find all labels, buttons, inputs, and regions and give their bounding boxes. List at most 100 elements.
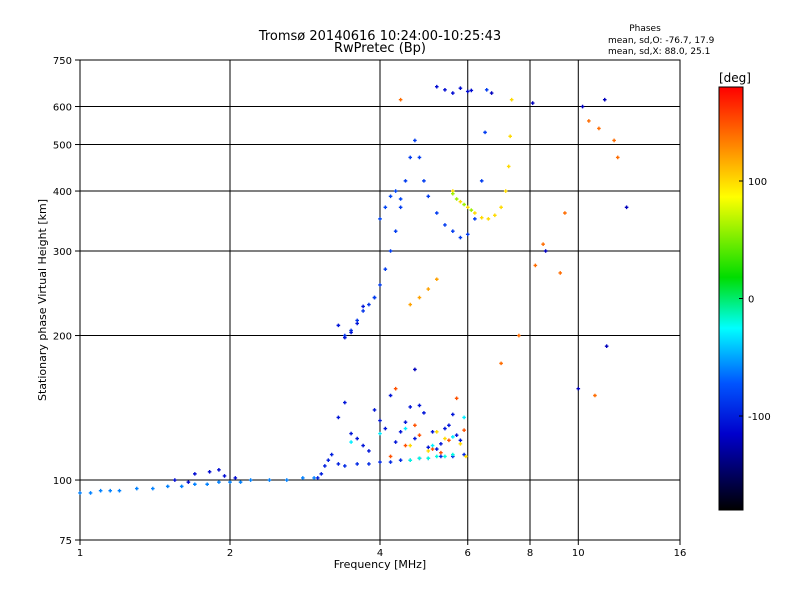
- data-point: [443, 223, 447, 227]
- data-point: [393, 229, 398, 233]
- data-point: [323, 464, 327, 468]
- data-point: [186, 480, 191, 484]
- y-tick-label: 100: [53, 476, 72, 487]
- x-tick-label: 16: [674, 548, 687, 559]
- data-point: [451, 452, 455, 457]
- data-point: [398, 205, 403, 210]
- data-point: [408, 302, 413, 307]
- data-point: [447, 423, 451, 428]
- x-tick-label: 8: [527, 548, 533, 559]
- data-point: [403, 426, 408, 431]
- data-point: [439, 450, 443, 455]
- data-point: [558, 271, 563, 275]
- data-point: [454, 197, 459, 201]
- colorbar-ticks: 100 0 -100: [739, 177, 771, 423]
- data-point: [361, 443, 365, 448]
- data-point: [398, 430, 403, 434]
- data-point: [165, 484, 170, 489]
- data-point: [451, 229, 455, 233]
- data-point: [388, 249, 393, 253]
- data-point: [388, 454, 393, 459]
- data-point: [458, 438, 463, 443]
- data-point: [403, 179, 408, 183]
- x-tick-label: 4: [377, 548, 383, 559]
- data-point: [355, 321, 359, 326]
- data-point: [193, 472, 197, 476]
- data-point: [355, 462, 359, 466]
- data-point: [499, 205, 503, 210]
- data-point: [580, 104, 585, 109]
- data-point: [301, 476, 305, 480]
- data-point: [417, 295, 422, 300]
- data-point: [587, 119, 591, 123]
- data-point: [117, 488, 122, 493]
- data-point: [403, 443, 408, 448]
- data-point: [383, 267, 388, 271]
- y-tick-label: 200: [53, 332, 72, 343]
- data-point: [479, 179, 484, 183]
- data-point: [173, 478, 177, 482]
- data-point: [430, 443, 435, 448]
- data-point: [612, 138, 616, 143]
- data-point: [361, 309, 365, 313]
- data-point: [530, 101, 535, 105]
- data-point: [378, 283, 382, 287]
- data-point: [426, 194, 431, 199]
- data-point: [248, 478, 253, 482]
- x-tick-label: 2: [227, 548, 233, 559]
- data-point: [349, 330, 353, 335]
- data-point: [367, 449, 371, 453]
- data-point: [315, 476, 320, 480]
- data-point: [443, 88, 447, 92]
- data-point: [88, 491, 93, 495]
- data-point: [443, 426, 447, 431]
- data-point: [426, 456, 431, 461]
- data-point: [413, 138, 417, 143]
- y-tick-label: 600: [53, 103, 72, 114]
- data-point: [378, 217, 382, 221]
- phase-stats-x: mean, sd,X: 88.0, 25.1: [608, 47, 710, 57]
- data-point: [479, 215, 484, 220]
- data-point: [238, 480, 243, 484]
- data-point: [78, 491, 82, 495]
- data-point: [383, 426, 388, 431]
- data-point: [367, 462, 371, 466]
- data-point: [393, 386, 398, 391]
- x-tick-label: 10: [572, 548, 585, 559]
- data-point: [378, 431, 382, 436]
- data-point: [343, 464, 347, 468]
- data-points: [78, 84, 629, 495]
- y-tick-label: 300: [53, 247, 72, 258]
- data-point: [465, 205, 470, 210]
- data-point: [205, 482, 209, 487]
- data-point: [473, 211, 477, 215]
- data-point: [489, 91, 494, 95]
- data-point: [454, 396, 459, 401]
- data-point: [563, 211, 567, 215]
- data-point: [426, 287, 431, 291]
- data-point: [417, 155, 422, 160]
- data-point: [465, 232, 470, 237]
- data-point: [413, 423, 417, 428]
- data-point: [193, 482, 197, 487]
- data-point: [408, 443, 413, 448]
- data-point: [403, 420, 408, 424]
- data-point: [413, 436, 417, 441]
- data-point: [388, 393, 393, 398]
- data-point: [499, 361, 503, 366]
- data-point: [624, 205, 629, 210]
- data-point: [222, 474, 227, 478]
- chart-title: Tromsø 20140616 10:24:00-10:25:43: [258, 29, 501, 44]
- data-point: [408, 405, 413, 409]
- grid-lines: [80, 60, 680, 540]
- data-point: [597, 126, 601, 131]
- phase-stats-heading: Phases: [629, 24, 661, 34]
- data-point: [408, 458, 413, 462]
- data-point: [434, 454, 439, 459]
- colorbar-tick-label: 100: [748, 177, 767, 188]
- data-point: [343, 335, 347, 340]
- x-tick-label: 1: [77, 548, 83, 559]
- data-point: [267, 478, 272, 482]
- colorbar-label: [deg]: [719, 71, 751, 85]
- data-point: [349, 440, 353, 444]
